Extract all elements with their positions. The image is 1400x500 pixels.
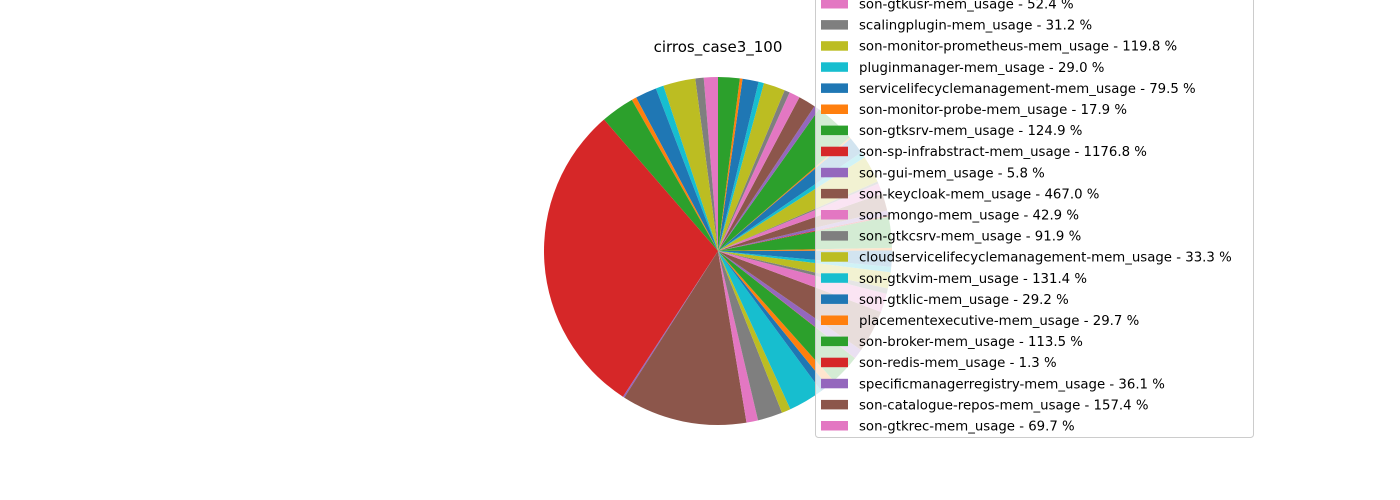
legend-swatch <box>821 188 848 199</box>
pie-slice <box>703 77 718 251</box>
pie-slice <box>718 92 800 252</box>
legend-label: son-redis-mem_usage - 1.3 % <box>859 356 1057 371</box>
legend-swatch <box>821 41 848 51</box>
legend-swatch <box>821 336 848 347</box>
pie-slice <box>543 119 718 397</box>
legend-label: specificmanagerregistry-mem_usage - 36.1… <box>859 377 1165 392</box>
pie-slice <box>663 78 718 251</box>
legend-swatch <box>821 294 848 304</box>
legend-swatch <box>821 231 848 241</box>
legend-swatch <box>821 378 848 389</box>
legend-swatch <box>821 252 848 262</box>
legend-swatch <box>821 20 848 30</box>
legend-swatch <box>821 421 848 431</box>
pie-slice <box>718 76 740 251</box>
legend-swatch <box>821 125 848 136</box>
legend-swatch <box>821 315 848 325</box>
legend-label: placementexecutive-mem_usage - 29.7 % <box>859 314 1139 329</box>
pie-slice <box>631 97 718 251</box>
legend-frame <box>815 0 1254 438</box>
legend-swatch <box>821 146 848 157</box>
pie-slice <box>718 251 828 392</box>
legend-swatch <box>821 167 848 178</box>
legend-label: son-gtksrv-mem_usage - 124.9 % <box>859 124 1082 139</box>
pie-slice <box>718 78 743 252</box>
legend-swatch <box>821 83 848 93</box>
legend-label: son-keycloak-mem_usage - 467.0 % <box>859 187 1099 202</box>
pie-slice <box>718 83 785 251</box>
pie-slice <box>718 78 759 252</box>
legend-label: son-monitor-probe-mem_usage - 17.9 % <box>859 103 1127 118</box>
pie-slice <box>718 251 822 410</box>
legend-label: son-gtklic-mem_usage - 29.2 % <box>859 293 1069 308</box>
legend-swatch <box>821 273 848 283</box>
chart-title: cirros_case3_100 <box>654 38 783 57</box>
legend-label: son-gtkvim-mem_usage - 131.4 % <box>859 272 1087 287</box>
legend-label: son-gtkrec-mem_usage - 69.7 % <box>859 420 1075 435</box>
legend-label: son-broker-mem_usage - 113.5 % <box>859 335 1083 350</box>
legend-swatch <box>821 357 848 368</box>
legend-swatch <box>821 62 848 72</box>
legend-label: son-gui-mem_usage - 5.8 % <box>859 166 1045 181</box>
legend-label: servicelifecyclemanagement-mem_usage - 7… <box>859 82 1196 97</box>
pie-slice <box>695 77 718 251</box>
pie-slice <box>636 88 718 251</box>
legend-label: son-catalogue-repos-mem_usage - 157.4 % <box>859 398 1148 413</box>
legend-swatch <box>821 104 848 114</box>
pie-slice <box>622 251 718 398</box>
legend-label: son-gtkusr-mem_usage - 52.4 % <box>859 0 1074 13</box>
pie-slice <box>655 85 718 251</box>
pie-slice <box>718 251 791 413</box>
legend-label: son-monitor-prometheus-mem_usage - 119.8… <box>859 40 1177 55</box>
legend-label: son-sp-infrabstract-mem_usage - 1176.8 % <box>859 145 1147 160</box>
pie-slice <box>718 106 819 251</box>
pie-slice <box>718 251 759 423</box>
pie-slice <box>603 99 718 251</box>
pie-slice <box>718 251 783 421</box>
legend-label: scalingplugin-mem_usage - 31.2 % <box>859 19 1092 34</box>
pie-slice <box>624 251 747 425</box>
legend-label: pluginmanager-mem_usage - 29.0 % <box>859 61 1104 76</box>
legend-swatch <box>821 210 848 220</box>
pie-slice <box>718 90 790 251</box>
legend-swatch <box>821 399 848 410</box>
pie-slice <box>718 81 764 251</box>
pie-slice <box>718 97 815 252</box>
legend: son-gtkusr-mem_usage - 52.4 % scalingplug… <box>815 0 1254 438</box>
legend-label: son-gtkcsrv-mem_usage - 91.9 % <box>859 230 1081 245</box>
pie-slice <box>718 251 834 387</box>
legend-label: son-mongo-mem_usage - 42.9 % <box>859 209 1079 224</box>
legend-label: cloudservicelifecyclemanagement-mem_usag… <box>859 251 1232 266</box>
legend-swatch <box>821 0 848 9</box>
